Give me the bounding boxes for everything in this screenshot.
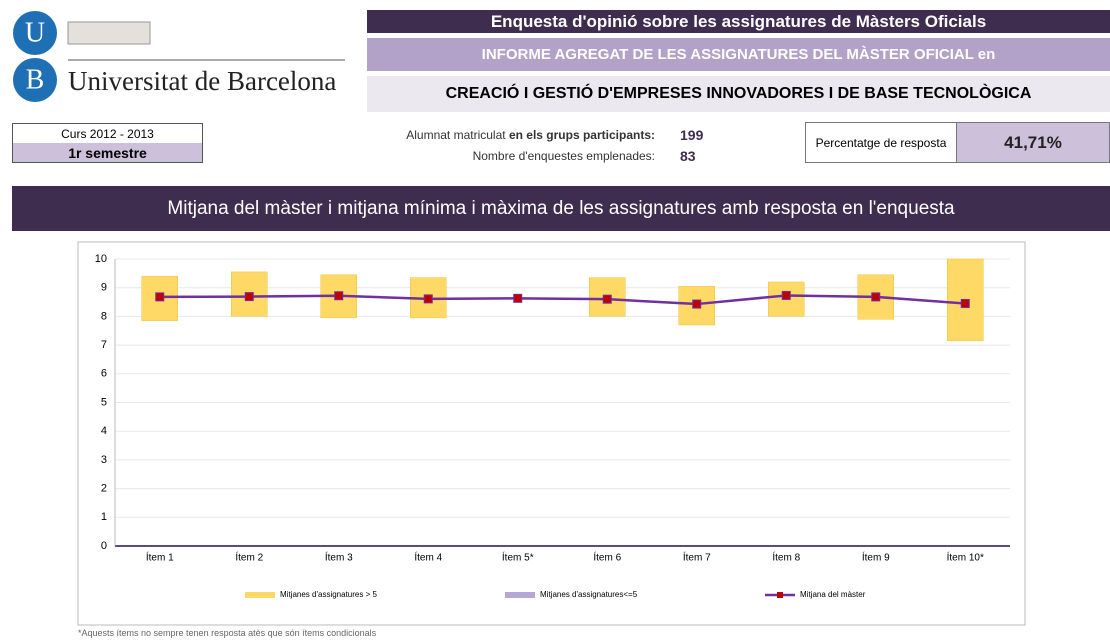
mean-marker: [244, 292, 254, 302]
report-title: INFORME AGREGAT DE LES ASSIGNATURES DEL …: [367, 38, 1110, 71]
mean-marker: [692, 299, 702, 309]
x-tick-label: Ítem 8: [772, 551, 800, 564]
x-tick-label: Ítem 2: [235, 551, 263, 564]
counts-labels: Alumnat matriculat en els grups particip…: [340, 125, 655, 167]
section-title: Mitjana del màster i mitjana mínima i mà…: [12, 186, 1110, 231]
course-box: Curs 2012 - 2013 1r semestre: [12, 123, 203, 163]
legend-swatch: [245, 592, 275, 598]
legend-label: Mitjanes d'assignatures > 5: [280, 590, 377, 599]
legend-label: Mitjana del màster: [800, 590, 866, 599]
mean-marker: [513, 293, 523, 303]
y-tick-label: 8: [101, 310, 107, 322]
course: Curs 2012 - 2013: [61, 126, 154, 141]
y-tick-label: 1: [101, 511, 107, 523]
chart: 0 1 2 3 4 5 6 7 8 9 10 Ítem 1 Ítem 2 Ítem 3 Ítem 4 Ítem…: [77, 241, 1026, 626]
mean-marker: [155, 292, 165, 302]
mean-marker: [423, 294, 433, 304]
response-label: Percentatge de resposta: [806, 123, 957, 162]
mean-marker: [334, 291, 344, 301]
y-tick-label: 5: [101, 396, 107, 408]
response-box: Percentatge de resposta 41,71%: [805, 122, 1110, 163]
x-tick-label: Ítem 4: [414, 551, 442, 564]
enrolled-label-a: Alumnat matriculat: [406, 128, 506, 142]
logo-circle: [13, 58, 57, 102]
y-tick-label: 3: [101, 454, 107, 466]
y-tick-label: 9: [101, 282, 107, 294]
legend-swatch: [505, 592, 535, 598]
y-tick-label: 0: [101, 540, 107, 552]
y-tick-label: 4: [101, 425, 107, 437]
mean-marker: [871, 292, 881, 302]
x-tick-label: Ítem 9: [862, 551, 890, 564]
legend-label: Mitjanes d'assignatures<=5: [540, 590, 638, 599]
mean-marker: [602, 294, 612, 304]
x-tick-label: Ítem 1: [146, 551, 174, 564]
y-tick-label: 2: [101, 483, 107, 495]
x-tick-label: Ítem 6: [593, 551, 621, 564]
mean-line: [159, 294, 966, 306]
x-tick-label: Ítem 10*: [947, 551, 984, 564]
x-tick-label: Ítem 7: [683, 551, 711, 564]
logo-name: Universitat de Barcelona: [68, 66, 336, 96]
enrolled-label: Alumnat matriculat en els grups particip…: [340, 125, 655, 146]
y-tick-label: 7: [101, 339, 107, 351]
mean-marker: [960, 298, 970, 308]
x-tick-label: Ítem 5*: [502, 551, 534, 564]
enrolled: 199: [680, 127, 704, 143]
legend-marker: [777, 592, 783, 598]
range-bar: [141, 275, 178, 321]
master-name: CREACIÓ I GESTIÓ D'EMPRESES INNOVADORES …: [367, 76, 1110, 112]
footnote: *Aquests ítems no sempre tenen resposta …: [78, 628, 377, 638]
logo: U B Universitat de Barcelona: [13, 11, 345, 102]
surveys-label: Nombre d'enquestes emplenades:: [472, 149, 655, 163]
logo-circle: [13, 11, 57, 55]
survey-title: Enquesta d'opinió sobre les assignatures…: [367, 10, 1110, 33]
counts: 199 83: [680, 125, 720, 167]
semester: 1r semestre: [13, 143, 202, 162]
y-tick-label: 6: [101, 368, 107, 380]
logo-letter: B: [26, 64, 45, 95]
x-tick-label: Ítem 3: [325, 551, 353, 564]
response-rate: 41,71%: [957, 123, 1109, 162]
enrolled-label-b: en els grups participants:: [508, 128, 655, 142]
mean-marker: [781, 290, 791, 300]
y-tick-label: 10: [95, 253, 107, 265]
logo-building: [67, 21, 151, 45]
logo-letter: U: [25, 17, 45, 48]
surveys: 83: [680, 148, 696, 164]
